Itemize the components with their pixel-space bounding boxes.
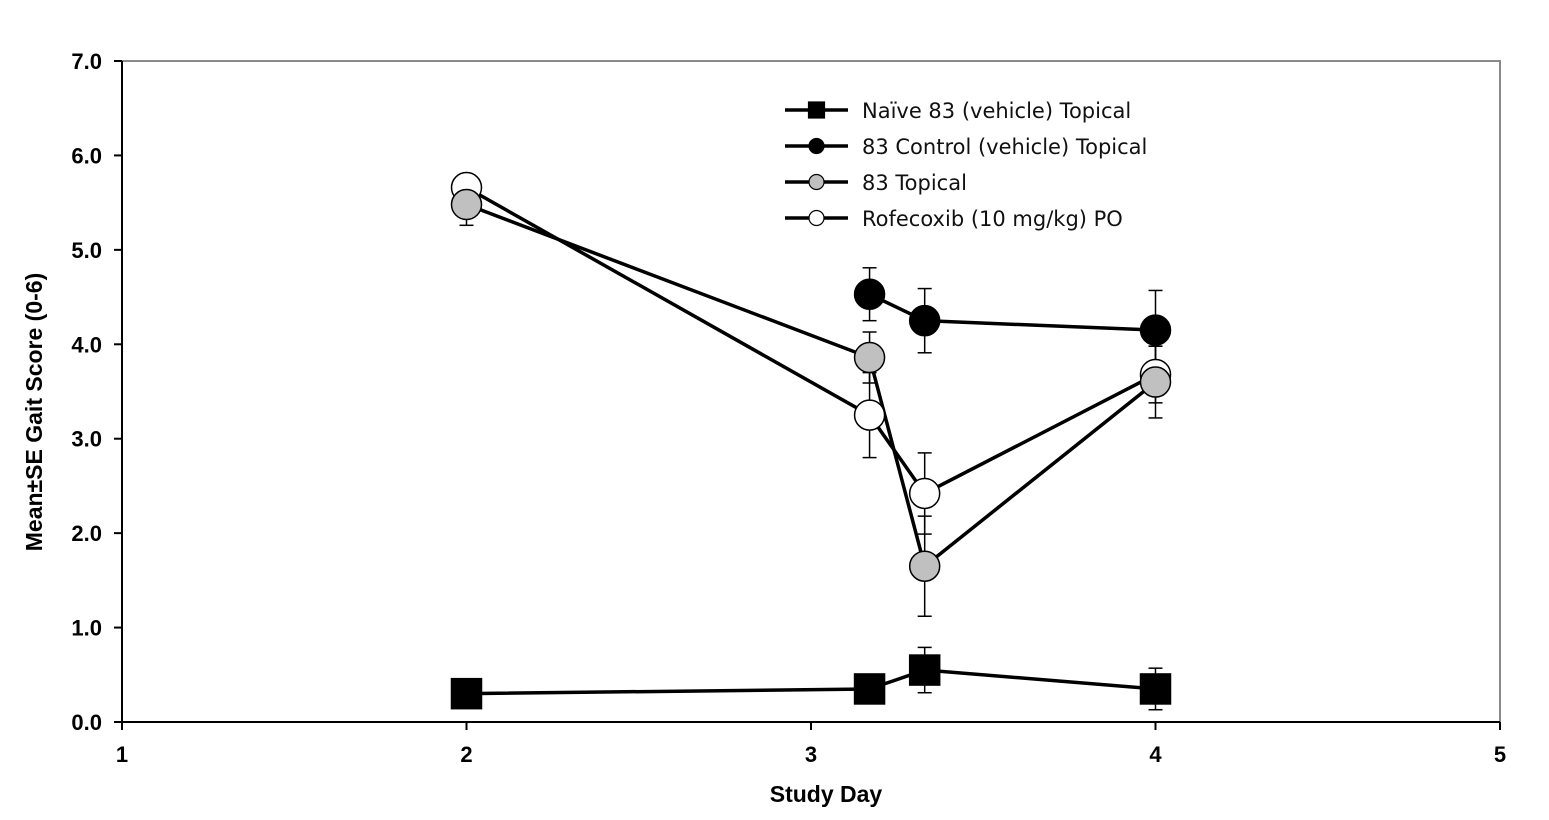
y-tick-label: 5.0 xyxy=(71,238,102,263)
legend-marker-circle xyxy=(808,209,825,227)
data-point-circle xyxy=(1139,314,1172,346)
series-2-markers xyxy=(450,188,1172,582)
legend-marker-circle xyxy=(808,137,825,155)
legend-marker-square xyxy=(807,101,826,119)
legend-label: Naïve 83 (vehicle) Topical xyxy=(862,99,1131,123)
series-2-lines xyxy=(459,183,1163,617)
y-axis-title: Mean±SE Gait Score (0-6) xyxy=(21,273,47,551)
series-line xyxy=(465,186,1157,496)
y-tick-label: 2.0 xyxy=(71,521,102,546)
data-point-square xyxy=(908,654,941,686)
x-tick-label: 5 xyxy=(1494,742,1506,767)
series-line xyxy=(466,668,1156,696)
x-axis-title: Study Day xyxy=(770,781,883,807)
x-axis-ticks: 1 2 3 4 5 xyxy=(116,722,1506,767)
series-layer xyxy=(450,171,1172,711)
data-point-square xyxy=(853,673,886,705)
data-point-circle xyxy=(1139,366,1172,398)
data-point-circle xyxy=(450,188,483,221)
data-point-circle xyxy=(853,341,886,374)
data-point-circle xyxy=(853,399,886,431)
y-tick-label: 1.0 xyxy=(71,616,102,641)
legend-label: 83 Control (vehicle) Topical xyxy=(862,135,1147,159)
y-tick-label: 6.0 xyxy=(71,143,102,168)
plot-frame xyxy=(121,60,1501,723)
y-axis-ticks: 0.0 1.0 2.0 3.0 4.0 5.0 6.0 7.0 xyxy=(71,49,122,735)
data-point-circle xyxy=(908,304,941,337)
series-1-markers xyxy=(853,278,1172,346)
data-point-circle xyxy=(908,477,941,510)
series-1-lines xyxy=(862,267,1163,371)
legend: Naïve 83 (vehicle) Topical 83 Control (ve… xyxy=(785,99,1147,231)
series-3-lines xyxy=(465,186,1163,535)
data-point-circle xyxy=(853,278,886,310)
series-0-lines xyxy=(466,646,1163,711)
plot-border xyxy=(121,60,1501,723)
x-tick-label: 4 xyxy=(1149,742,1162,767)
data-point-circle xyxy=(908,550,941,582)
x-tick-label: 3 xyxy=(805,742,817,767)
y-tick-label: 7.0 xyxy=(71,49,102,74)
x-tick-label: 1 xyxy=(116,742,128,767)
y-tick-label: 3.0 xyxy=(71,427,102,452)
series-line xyxy=(465,202,1157,570)
series-0-markers xyxy=(450,654,1172,710)
legend-label: 83 Topical xyxy=(862,171,967,195)
y-tick-label: 0.0 xyxy=(71,710,102,735)
legend-marker-circle xyxy=(808,173,825,191)
legend-label: Rofecoxib (10 mg/kg) PO xyxy=(862,207,1123,231)
y-tick-label: 4.0 xyxy=(71,332,102,357)
x-tick-label: 2 xyxy=(460,742,472,767)
data-point-square xyxy=(1139,673,1172,705)
data-point-square xyxy=(450,677,483,710)
